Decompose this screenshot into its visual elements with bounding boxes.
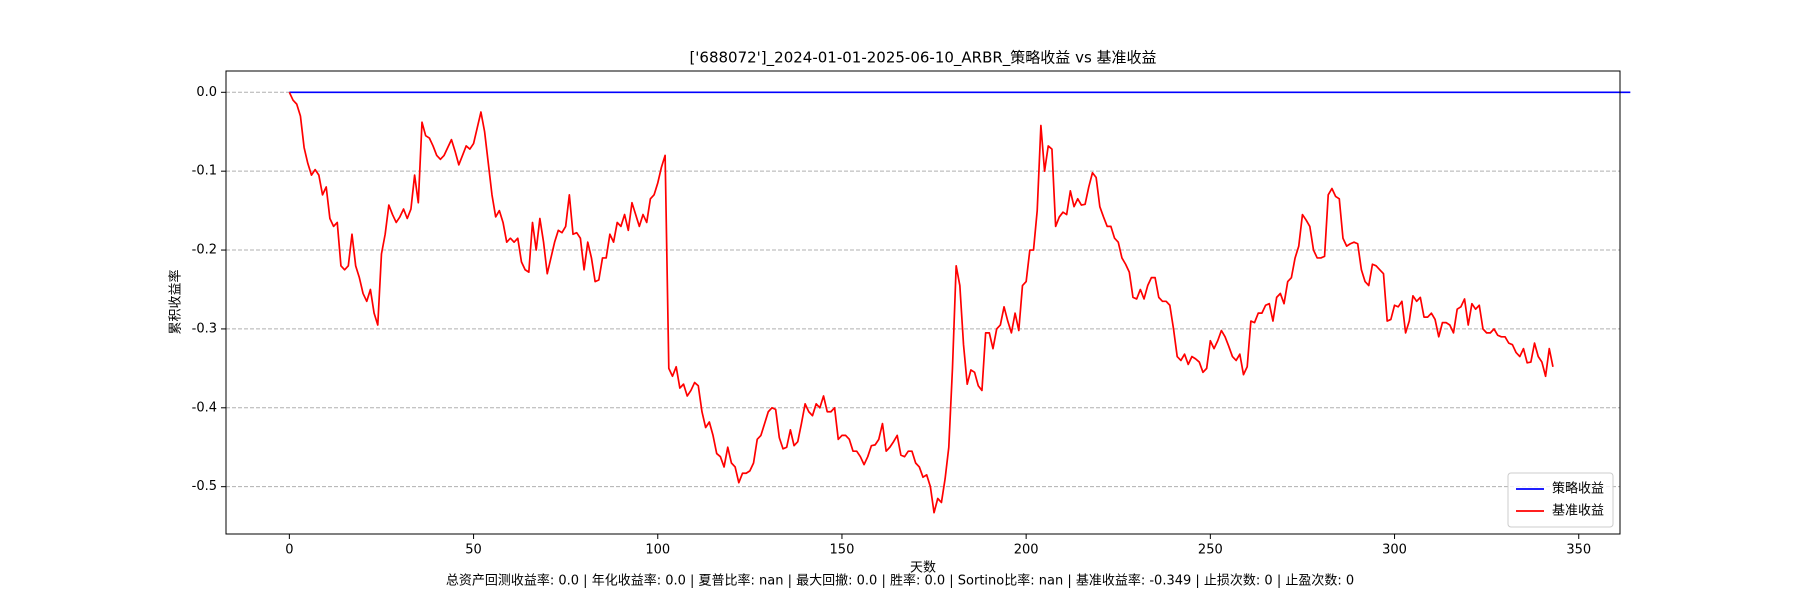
y-tick-label: -0.2 [192, 243, 217, 258]
y-tick-label: -0.4 [192, 400, 217, 415]
y-tick-label: 0.0 [196, 85, 217, 100]
y-tick-label: -0.5 [192, 479, 217, 494]
legend-label: 基准收益 [1552, 504, 1604, 519]
x-tick-label: 0 [285, 543, 293, 558]
chart-title: ['688072']_2024-01-01-2025-06-10_ARBR_策略… [689, 49, 1156, 68]
legend-box [1507, 472, 1614, 528]
x-tick-label: 200 [1014, 543, 1039, 558]
footer-stats: 总资产回测收益率: 0.0 | 年化收益率: 0.0 | 夏普比率: nan |… [446, 573, 1354, 589]
series-line [288, 91, 1554, 514]
legend-label: 策略收益 [1552, 481, 1604, 497]
x-tick-label: 250 [1198, 543, 1223, 558]
x-tick-label: 150 [830, 543, 855, 558]
x-tick-label: 100 [645, 543, 670, 558]
y-tick-label: -0.3 [192, 321, 217, 336]
x-tick-label: 300 [1382, 543, 1407, 558]
plot-frame [225, 70, 1621, 535]
x-tick-label: 50 [465, 543, 482, 558]
x-axis-label: 天数 [910, 561, 936, 576]
y-axis-label: 累积收益率 [168, 269, 184, 334]
x-tick-label: 350 [1566, 543, 1591, 558]
y-tick-label: -0.1 [192, 164, 217, 179]
